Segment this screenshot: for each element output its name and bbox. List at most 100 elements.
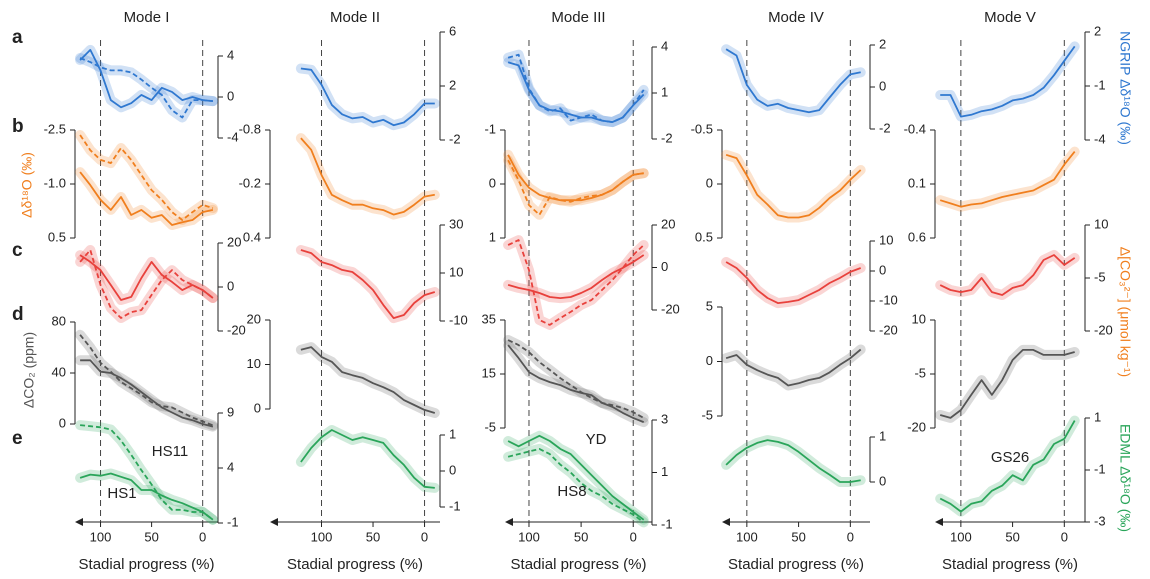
y-tick-label: 10 xyxy=(247,356,261,371)
y-tick-label: -1 xyxy=(1094,77,1106,92)
x-tick-label: 50 xyxy=(366,529,380,544)
uncertainty-band xyxy=(721,257,866,309)
x-tick-label: 50 xyxy=(791,529,805,544)
y-tick-label: 10 xyxy=(912,311,926,326)
series-line xyxy=(725,439,861,483)
y-tick-label: 20 xyxy=(227,234,241,249)
y-tick-label: -1 xyxy=(1094,461,1106,476)
uncertainty-band xyxy=(75,130,218,225)
series-line xyxy=(80,359,214,428)
y-tick-label: 0.4 xyxy=(243,229,261,244)
annotation: HS1 xyxy=(107,485,136,502)
y-tick-label: 0 xyxy=(227,278,234,293)
series-line xyxy=(79,472,214,521)
series-line xyxy=(79,171,214,226)
series-line xyxy=(507,339,645,419)
y-tick-label: 0.6 xyxy=(908,229,926,244)
chart-title: Mode IV xyxy=(768,9,824,26)
series-line xyxy=(300,249,436,319)
panel-label: a xyxy=(12,27,23,48)
x-axis-arrow xyxy=(722,518,730,526)
y-tick-label: 20 xyxy=(661,216,675,231)
y-tick-label: -5 xyxy=(701,407,713,422)
y-tick-label: -2 xyxy=(661,130,673,145)
chart-title: Mode V xyxy=(984,9,1036,26)
series-line xyxy=(725,153,862,219)
x-tick-label: 100 xyxy=(311,529,333,544)
y-tick-label: -3 xyxy=(1094,513,1106,528)
annotation: HS8 xyxy=(557,483,586,500)
series-line xyxy=(939,420,1076,513)
x-tick-label: 50 xyxy=(144,529,158,544)
uncertainty-band xyxy=(721,344,866,391)
y-tick-label: 0 xyxy=(227,88,234,103)
y-tick-label: -2.5 xyxy=(44,121,66,136)
y-tick-label: 80 xyxy=(52,313,66,328)
y-tick-label: -20 xyxy=(879,322,898,337)
y-axis-title: EDML Δδ¹⁸O (‰) xyxy=(1117,424,1133,532)
series-line xyxy=(79,49,213,109)
y-tick-label: 0.1 xyxy=(908,175,926,190)
series-line xyxy=(725,348,862,387)
y-tick-label: 30 xyxy=(449,216,463,231)
panel-label: d xyxy=(12,304,24,325)
x-tick-label: 100 xyxy=(518,529,540,544)
y-tick-label: 0.5 xyxy=(48,229,66,244)
series-line xyxy=(940,45,1076,118)
x-axis-arrow xyxy=(75,518,83,526)
y-tick-label: 1 xyxy=(449,426,456,441)
x-axis-title: Stadial progress (%) xyxy=(942,556,1078,573)
annotation: HS11 xyxy=(152,443,188,460)
x-tick-label: 0 xyxy=(199,529,206,544)
x-axis-title: Stadial progress (%) xyxy=(511,556,647,573)
series-line xyxy=(507,434,645,521)
series-line xyxy=(80,424,214,521)
x-axis-title: Stadial progress (%) xyxy=(79,556,215,573)
x-axis-arrow xyxy=(505,518,513,526)
y-tick-label: -0.2 xyxy=(239,175,261,190)
series-line xyxy=(507,53,645,123)
series-line xyxy=(79,254,214,301)
y-tick-label: -20 xyxy=(661,301,680,316)
x-tick-label: 100 xyxy=(950,529,972,544)
series-line xyxy=(79,134,214,221)
y-axis-title: NGRIP Δδ¹⁸O (‰) xyxy=(1117,31,1133,145)
y-tick-label: 10 xyxy=(879,232,893,247)
y-tick-label: 0 xyxy=(879,473,886,488)
y-tick-label: 15 xyxy=(482,365,496,380)
series-line xyxy=(79,249,214,319)
y-tick-label: 0 xyxy=(254,400,261,415)
x-axis-arrow xyxy=(270,518,278,526)
y-tick-label: -1 xyxy=(661,516,673,531)
series-line xyxy=(507,159,644,216)
y-tick-label: 0 xyxy=(706,353,713,368)
y-tick-label: 1 xyxy=(1094,409,1101,424)
x-tick-label: 0 xyxy=(847,529,854,544)
y-tick-label: 2 xyxy=(449,77,456,92)
y-tick-label: -5 xyxy=(1094,269,1106,284)
y-tick-label: -1 xyxy=(449,498,461,513)
chart-title: Mode III xyxy=(551,9,605,26)
x-axis-title: Stadial progress (%) xyxy=(728,556,864,573)
uncertainty-band xyxy=(721,149,866,223)
uncertainty-band xyxy=(75,329,218,431)
y-tick-label: -5 xyxy=(914,365,926,380)
x-tick-label: 0 xyxy=(630,529,637,544)
x-axis-arrow xyxy=(935,518,943,526)
x-tick-label: 0 xyxy=(421,529,428,544)
uncertainty-band xyxy=(503,235,649,330)
x-tick-label: 0 xyxy=(1061,529,1068,544)
y-tick-label: -20 xyxy=(227,322,246,337)
y-tick-label: -0.4 xyxy=(904,121,926,136)
y-tick-label: -1 xyxy=(484,121,496,136)
chart-title: Mode I xyxy=(124,9,170,26)
uncertainty-band xyxy=(295,63,440,131)
y-tick-label: 1 xyxy=(661,464,668,479)
y-tick-label: 10 xyxy=(449,264,463,279)
y-tick-label: 1 xyxy=(489,229,496,244)
y-tick-label: -20 xyxy=(1094,322,1113,337)
y-tick-label: 3 xyxy=(661,411,668,426)
uncertainty-band xyxy=(721,435,866,487)
y-tick-label: 0 xyxy=(59,415,66,430)
uncertainty-band xyxy=(503,335,649,423)
